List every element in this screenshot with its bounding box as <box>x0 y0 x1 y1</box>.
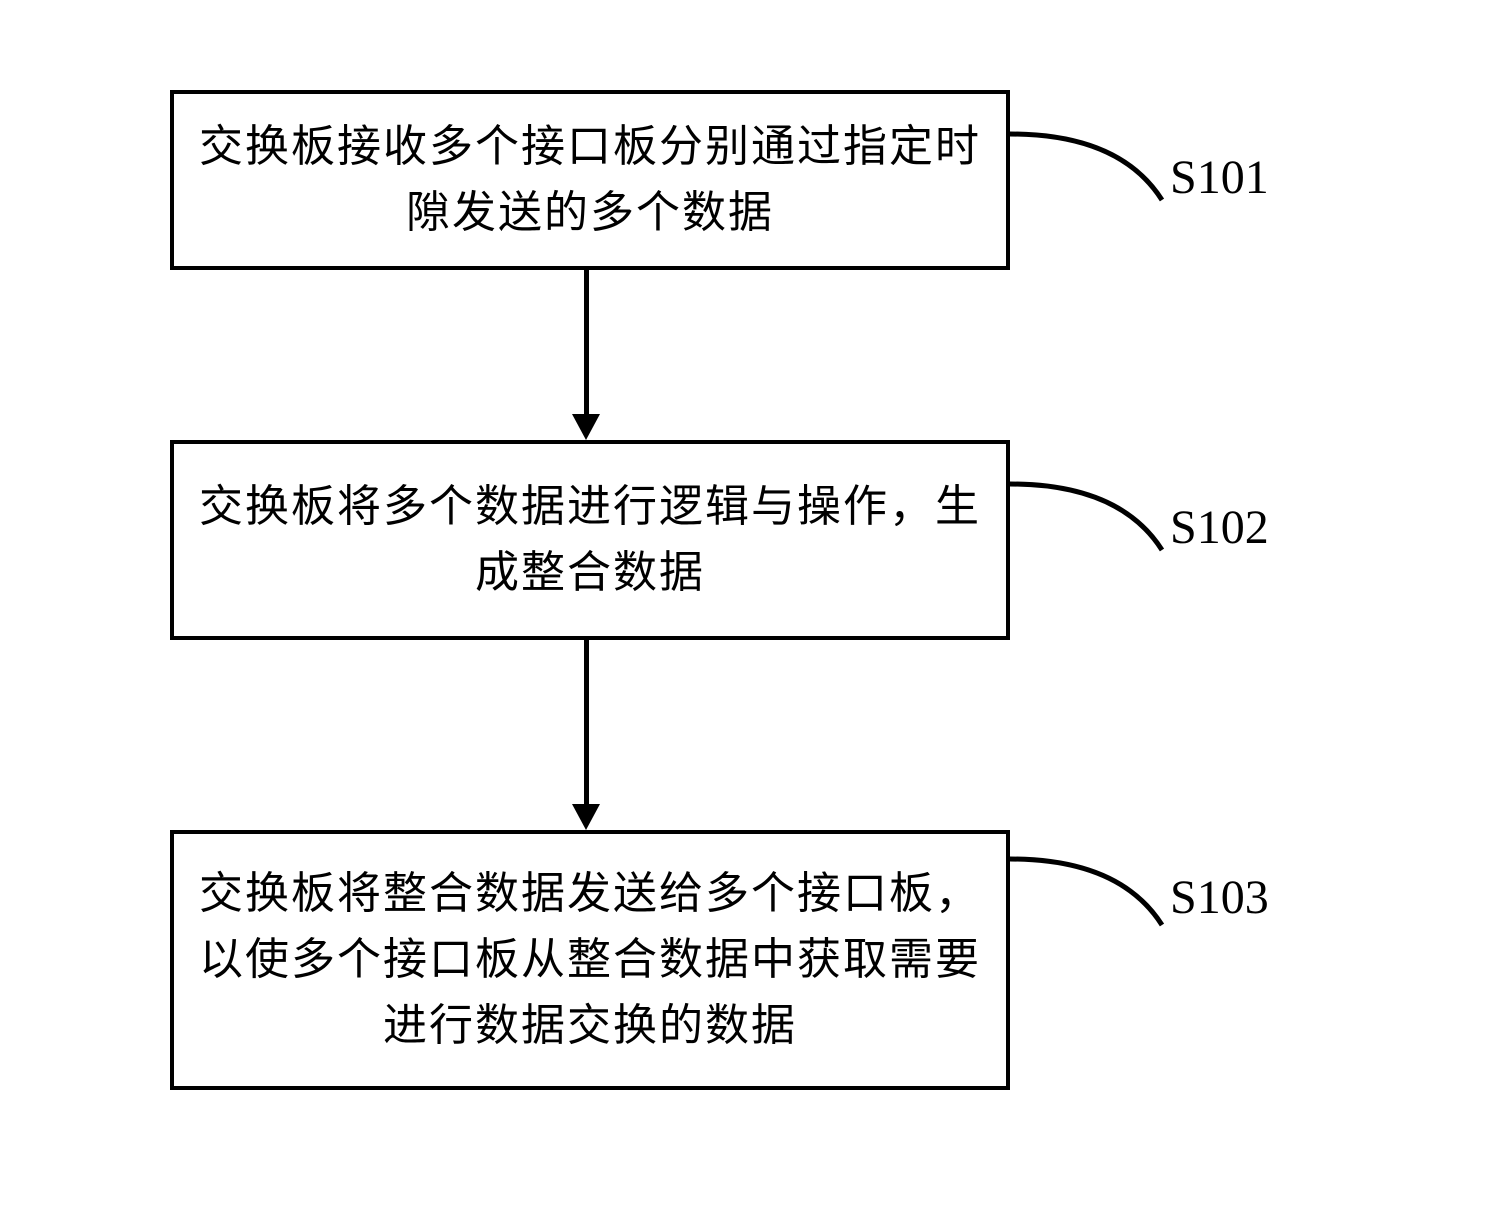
edge-arrowhead <box>572 414 600 440</box>
label-connector <box>1010 855 1170 930</box>
flowchart-node: 交换板接收多个接口板分别通过指定时隙发送的多个数据 <box>170 90 1010 270</box>
step-label: S103 <box>1170 870 1269 925</box>
flowchart-node: 交换板将整合数据发送给多个接口板，以使多个接口板从整合数据中获取需要进行数据交换… <box>170 830 1010 1090</box>
flowchart-node: 交换板将多个数据进行逻辑与操作，生成整合数据 <box>170 440 1010 640</box>
node-text: 交换板接收多个接口板分别通过指定时隙发送的多个数据 <box>194 114 986 246</box>
label-connector <box>1010 480 1170 555</box>
edge-line <box>584 270 589 414</box>
node-text: 交换板将多个数据进行逻辑与操作，生成整合数据 <box>194 474 986 606</box>
label-connector <box>1010 130 1170 205</box>
step-label: S101 <box>1170 150 1269 205</box>
edge-arrowhead <box>572 804 600 830</box>
edge-line <box>584 640 589 804</box>
node-text: 交换板将整合数据发送给多个接口板，以使多个接口板从整合数据中获取需要进行数据交换… <box>194 861 986 1059</box>
step-label: S102 <box>1170 500 1269 555</box>
flowchart-canvas: 交换板接收多个接口板分别通过指定时隙发送的多个数据 S101 交换板将多个数据进… <box>0 0 1500 1224</box>
